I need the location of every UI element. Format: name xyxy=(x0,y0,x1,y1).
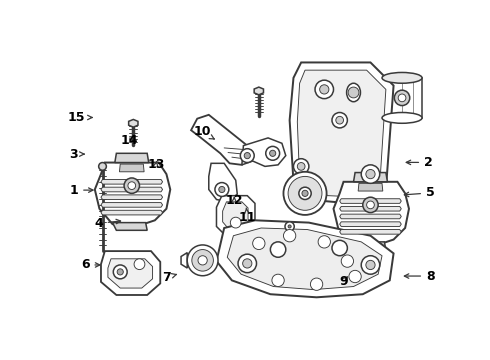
Circle shape xyxy=(341,255,354,267)
Circle shape xyxy=(215,183,229,197)
Circle shape xyxy=(187,245,218,276)
Circle shape xyxy=(367,201,374,209)
Polygon shape xyxy=(351,242,386,249)
Polygon shape xyxy=(101,180,163,184)
Text: 2: 2 xyxy=(406,156,433,169)
Circle shape xyxy=(363,197,378,213)
Polygon shape xyxy=(101,187,163,192)
Circle shape xyxy=(332,112,347,128)
Ellipse shape xyxy=(382,72,422,83)
Circle shape xyxy=(299,187,311,199)
Polygon shape xyxy=(334,182,409,247)
Circle shape xyxy=(315,80,334,99)
Circle shape xyxy=(243,259,252,268)
Text: 6: 6 xyxy=(81,258,100,271)
Text: 4: 4 xyxy=(94,217,121,230)
Circle shape xyxy=(124,178,140,193)
Circle shape xyxy=(253,237,265,249)
Polygon shape xyxy=(222,202,248,232)
Circle shape xyxy=(318,236,330,248)
Circle shape xyxy=(294,159,309,174)
Circle shape xyxy=(230,217,241,228)
Circle shape xyxy=(240,149,254,163)
Circle shape xyxy=(238,254,257,273)
Polygon shape xyxy=(217,220,393,297)
Circle shape xyxy=(297,163,305,170)
Polygon shape xyxy=(115,153,149,163)
Circle shape xyxy=(270,242,286,257)
Text: 1: 1 xyxy=(70,184,93,197)
Polygon shape xyxy=(101,210,163,215)
Polygon shape xyxy=(120,164,144,172)
Circle shape xyxy=(361,256,380,274)
Circle shape xyxy=(266,147,280,160)
Polygon shape xyxy=(242,138,286,166)
Polygon shape xyxy=(340,214,401,219)
Polygon shape xyxy=(340,222,401,226)
Circle shape xyxy=(319,85,329,94)
Circle shape xyxy=(134,259,145,270)
Polygon shape xyxy=(217,195,255,238)
Circle shape xyxy=(113,265,127,279)
Polygon shape xyxy=(340,230,401,234)
Polygon shape xyxy=(101,203,163,207)
Polygon shape xyxy=(191,115,251,165)
Circle shape xyxy=(349,270,361,283)
Circle shape xyxy=(244,153,250,159)
Circle shape xyxy=(288,176,322,210)
Circle shape xyxy=(302,190,308,197)
Polygon shape xyxy=(358,183,383,191)
Text: 3: 3 xyxy=(70,148,84,161)
Polygon shape xyxy=(108,259,152,288)
Circle shape xyxy=(332,240,347,256)
Circle shape xyxy=(98,163,106,170)
Circle shape xyxy=(336,116,343,124)
Text: 12: 12 xyxy=(225,194,243,207)
Circle shape xyxy=(219,186,225,193)
Circle shape xyxy=(198,256,207,265)
Circle shape xyxy=(394,90,410,105)
Text: 10: 10 xyxy=(194,125,214,139)
Text: 13: 13 xyxy=(147,158,165,171)
Circle shape xyxy=(283,230,296,242)
Circle shape xyxy=(366,170,375,179)
Polygon shape xyxy=(297,70,386,197)
Polygon shape xyxy=(101,195,163,199)
Circle shape xyxy=(283,172,326,215)
Text: 14: 14 xyxy=(121,134,138,147)
Polygon shape xyxy=(382,78,422,118)
Circle shape xyxy=(272,274,284,287)
Circle shape xyxy=(311,278,323,291)
Text: 8: 8 xyxy=(404,270,435,283)
Polygon shape xyxy=(181,253,187,268)
Polygon shape xyxy=(227,228,382,289)
Text: 9: 9 xyxy=(339,275,348,288)
Text: 15: 15 xyxy=(68,111,92,124)
Polygon shape xyxy=(254,87,264,95)
Polygon shape xyxy=(129,120,138,127)
Polygon shape xyxy=(354,172,388,182)
Circle shape xyxy=(361,165,380,183)
Text: 11: 11 xyxy=(239,208,256,224)
Circle shape xyxy=(366,260,375,270)
Polygon shape xyxy=(340,199,401,203)
Circle shape xyxy=(128,182,136,189)
Polygon shape xyxy=(113,222,147,230)
Circle shape xyxy=(192,249,213,271)
Ellipse shape xyxy=(346,83,361,102)
Circle shape xyxy=(348,87,359,98)
Circle shape xyxy=(270,150,276,156)
Polygon shape xyxy=(101,251,160,295)
Circle shape xyxy=(398,94,406,102)
Circle shape xyxy=(285,222,294,231)
Circle shape xyxy=(117,269,123,275)
Polygon shape xyxy=(209,163,237,202)
Polygon shape xyxy=(290,62,393,205)
Text: 5: 5 xyxy=(404,186,435,199)
Polygon shape xyxy=(95,163,171,228)
Circle shape xyxy=(288,225,291,228)
Text: 7: 7 xyxy=(162,271,176,284)
Ellipse shape xyxy=(382,112,422,123)
Polygon shape xyxy=(340,206,401,211)
